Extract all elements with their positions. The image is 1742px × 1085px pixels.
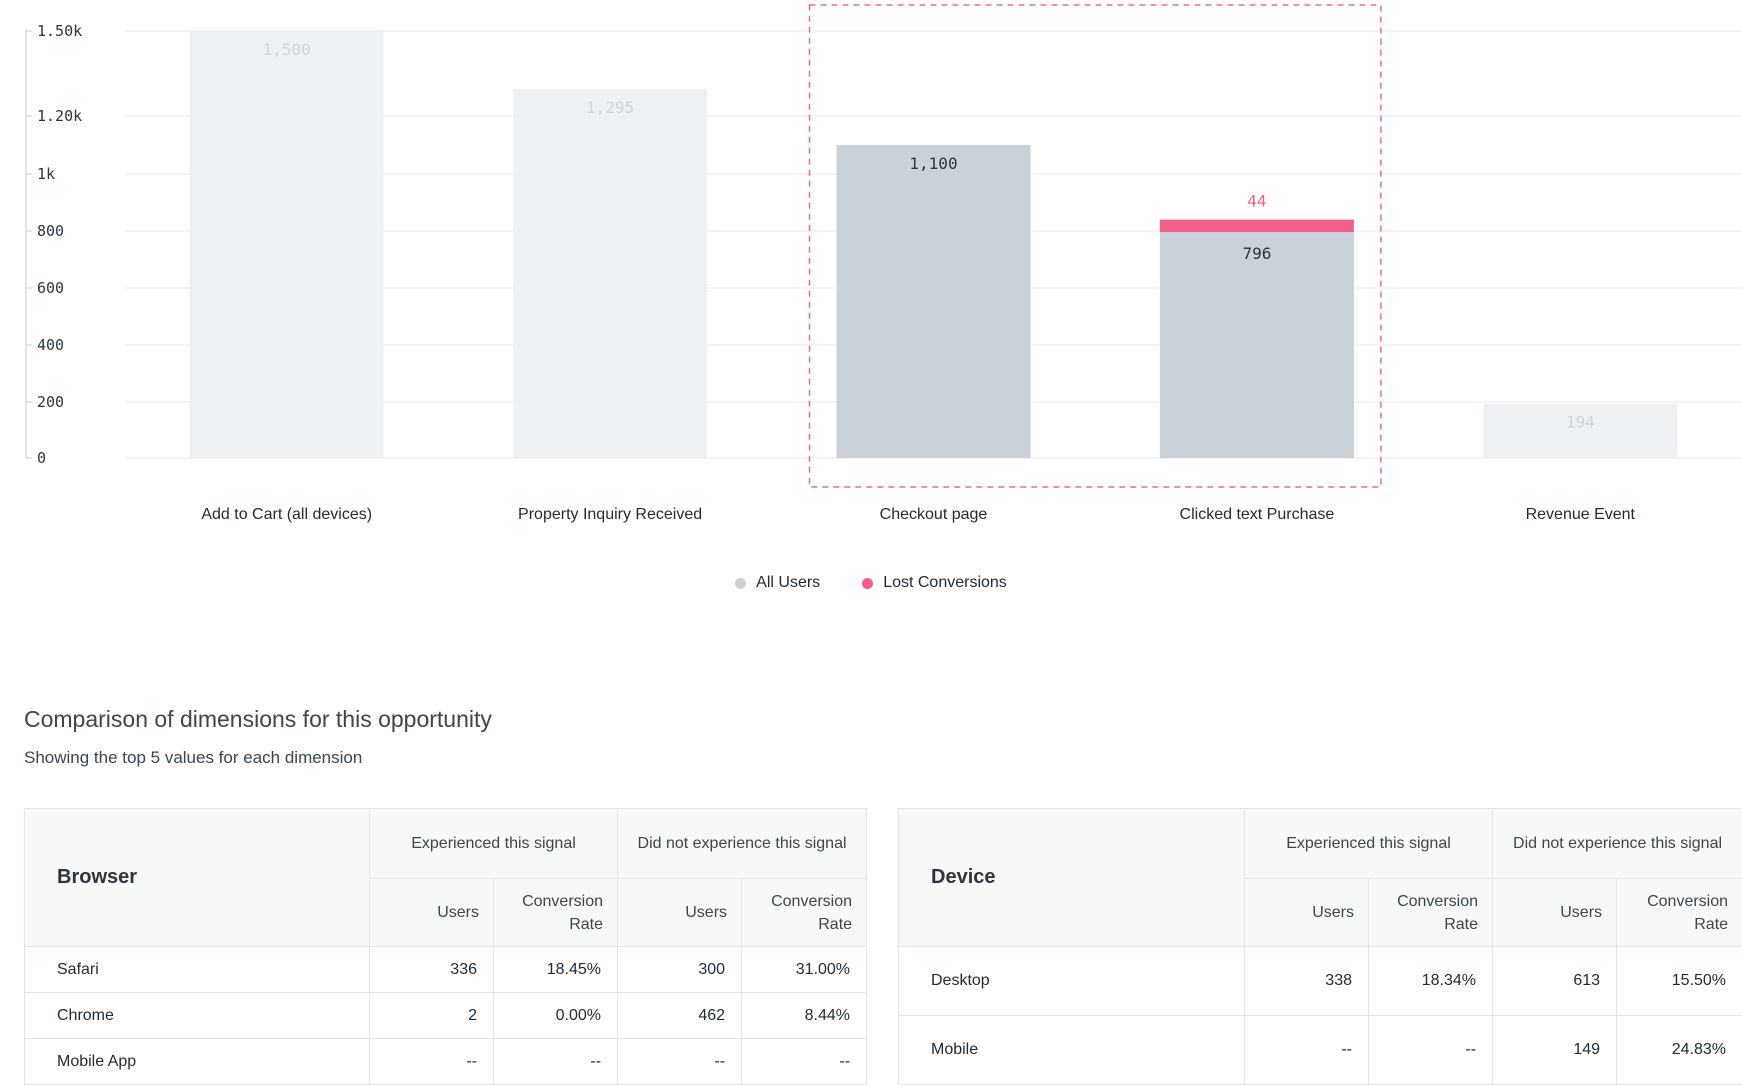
category-label: Clicked text Purchase xyxy=(1180,506,1335,523)
not-rate-cell: 8.44% xyxy=(742,993,867,1039)
device-dimension-header: Device xyxy=(899,809,1245,947)
bar-all-users xyxy=(513,89,707,458)
not-users-cell: 462 xyxy=(618,993,742,1039)
browser-dimension-header: Browser xyxy=(25,809,370,947)
all-users-dot-icon xyxy=(735,578,746,589)
bar-value-label: 1,295 xyxy=(586,98,634,117)
funnel-chart: 0 200 400 600 800 1k 1.20k 1.50k 1,500 Add to Car… xyxy=(0,0,1742,560)
legend-label-lost-conversions: Lost Conversions xyxy=(883,574,1007,592)
browser-not-users-header[interactable]: Users xyxy=(618,879,742,947)
browser-not-rate-header[interactable]: Conversion Rate xyxy=(742,879,867,947)
exp-users-cell: 2 xyxy=(370,993,494,1039)
browser-name: Safari xyxy=(25,947,370,993)
bar-value-label: 194 xyxy=(1566,413,1595,432)
table-row: Mobile -- -- 149 24.83% xyxy=(899,1016,1742,1085)
device-not-experienced-header: Did not experience this signal xyxy=(1493,809,1742,879)
category-label: Property Inquiry Received xyxy=(518,506,702,523)
not-rate-cell: 15.50% xyxy=(1617,947,1742,1016)
device-exp-rate-header[interactable]: Conversion Rate xyxy=(1369,879,1493,947)
not-rate-cell: 31.00% xyxy=(742,947,867,993)
exp-users-cell: -- xyxy=(370,1039,494,1085)
device-not-rate-header[interactable]: Conversion Rate xyxy=(1617,879,1742,947)
table-row: Desktop 338 18.34% 613 15.50% xyxy=(899,947,1742,1016)
exp-rate-cell: 18.45% xyxy=(494,947,618,993)
table-row: Chrome 2 0.00% 462 8.44% xyxy=(25,993,867,1039)
device-not-users-header[interactable]: Users xyxy=(1493,879,1617,947)
category-label: Revenue Event xyxy=(1526,506,1636,523)
not-rate-cell: -- xyxy=(742,1039,867,1085)
not-users-cell: 149 xyxy=(1493,1016,1617,1085)
lost-conversions-label: 44 xyxy=(1247,192,1266,211)
browser-not-experienced-header: Did not experience this signal xyxy=(618,809,867,879)
bar-all-users xyxy=(190,31,384,458)
device-exp-users-header[interactable]: Users xyxy=(1245,879,1369,947)
category-label: Add to Cart (all devices) xyxy=(201,506,372,523)
browser-name: Mobile App xyxy=(25,1039,370,1085)
exp-rate-cell: -- xyxy=(494,1039,618,1085)
device-experienced-header: Experienced this signal xyxy=(1245,809,1493,879)
legend-item-all-users[interactable]: All Users xyxy=(735,574,820,592)
browser-exp-users-header[interactable]: Users xyxy=(370,879,494,947)
legend-item-lost-conversions[interactable]: Lost Conversions xyxy=(862,574,1007,592)
y-tick-label: 1k xyxy=(37,165,55,183)
device-name: Desktop xyxy=(899,947,1245,1016)
y-tick-label: 1.50k xyxy=(37,22,82,40)
device-table: Device Experienced this signal Did not e… xyxy=(898,808,1742,1085)
y-tick-label: 200 xyxy=(37,393,64,411)
lost-conversions-dot-icon xyxy=(862,578,873,589)
exp-rate-cell: 0.00% xyxy=(494,993,618,1039)
bar-value-label: 1,100 xyxy=(909,154,957,173)
category-label: Checkout page xyxy=(880,506,988,523)
y-tick-label: 800 xyxy=(37,222,64,240)
comparison-title: Comparison of dimensions for this opport… xyxy=(24,706,492,733)
y-tick-label: 1.20k xyxy=(37,107,82,125)
bar-all-users xyxy=(1160,232,1354,458)
not-users-cell: 300 xyxy=(618,947,742,993)
bar-value-label: 1,500 xyxy=(263,40,311,59)
exp-rate-cell: 18.34% xyxy=(1369,947,1493,1016)
legend-label-all-users: All Users xyxy=(756,574,820,592)
chart-legend: All Users Lost Conversions xyxy=(0,574,1742,592)
exp-users-cell: 338 xyxy=(1245,947,1369,1016)
table-row: Mobile App -- -- -- -- xyxy=(25,1039,867,1085)
y-tick-label: 0 xyxy=(37,449,46,467)
device-name: Mobile xyxy=(899,1016,1245,1085)
exp-users-cell: 336 xyxy=(370,947,494,993)
browser-table: Browser Experienced this signal Did not … xyxy=(24,808,867,1085)
y-tick-label: 400 xyxy=(37,336,64,354)
not-users-cell: 613 xyxy=(1493,947,1617,1016)
browser-name: Chrome xyxy=(25,993,370,1039)
browser-exp-rate-header[interactable]: Conversion Rate xyxy=(494,879,618,947)
browser-experienced-header: Experienced this signal xyxy=(370,809,618,879)
table-row: Safari 336 18.45% 300 31.00% xyxy=(25,947,867,993)
comparison-subtitle: Showing the top 5 values for each dimens… xyxy=(24,748,362,768)
exp-users-cell: -- xyxy=(1245,1016,1369,1085)
not-users-cell: -- xyxy=(618,1039,742,1085)
bar-value-label: 796 xyxy=(1242,244,1271,263)
bar-lost-conversions xyxy=(1160,220,1354,233)
y-tick-label: 600 xyxy=(37,279,64,297)
not-rate-cell: 24.83% xyxy=(1617,1016,1742,1085)
bar-all-users xyxy=(837,145,1031,458)
exp-rate-cell: -- xyxy=(1369,1016,1493,1085)
